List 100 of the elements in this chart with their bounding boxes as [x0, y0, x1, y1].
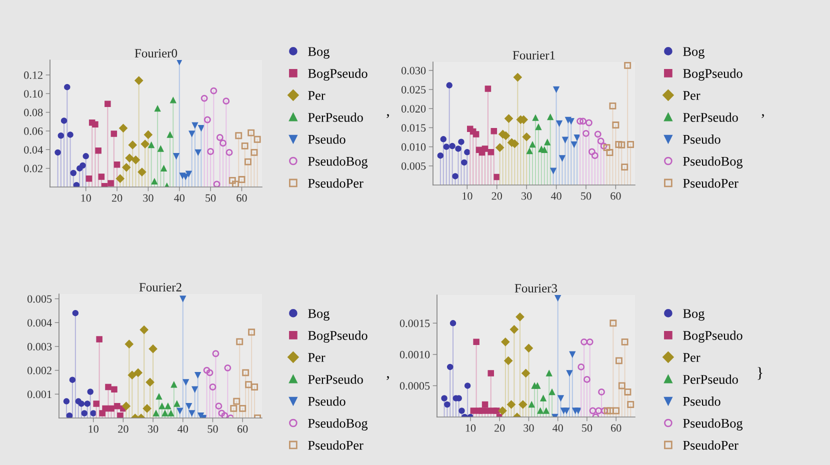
- y-tick-label: 0.0015: [400, 320, 430, 328]
- point: [95, 147, 102, 154]
- x-tick-label: 10: [466, 424, 476, 432]
- point: [559, 155, 566, 162]
- point: [440, 136, 447, 142]
- point: [446, 82, 452, 88]
- point: [482, 146, 488, 152]
- point: [78, 400, 85, 407]
- x-tick-label: 60: [238, 425, 248, 433]
- point: [122, 163, 131, 172]
- point: [526, 148, 533, 154]
- point: [546, 370, 552, 376]
- point: [603, 144, 610, 152]
- point: [220, 140, 226, 147]
- x-tick-label: 40: [552, 424, 563, 432]
- x-tick-label: 20: [118, 425, 128, 433]
- legend-label: PseudoBog: [308, 156, 368, 168]
- point: [612, 122, 620, 128]
- point: [92, 121, 98, 128]
- point: [532, 114, 539, 121]
- point: [496, 143, 504, 152]
- legend-label: BogPseudo: [308, 68, 368, 81]
- legend-label: Per: [683, 91, 700, 100]
- point: [566, 370, 573, 376]
- point: [124, 340, 134, 348]
- point: [562, 136, 568, 144]
- x-tick-label: 50: [206, 194, 216, 202]
- point: [188, 410, 195, 416]
- point: [80, 162, 86, 169]
- point: [144, 130, 152, 139]
- point: [218, 410, 226, 417]
- point: [210, 87, 218, 94]
- point: [104, 100, 111, 108]
- point: [117, 412, 124, 418]
- point: [63, 398, 70, 404]
- legend-label: PseudoPer: [683, 178, 738, 188]
- point: [166, 132, 174, 138]
- point: [222, 98, 230, 105]
- x-tick-label: 10: [462, 192, 472, 200]
- point: [110, 130, 118, 137]
- x-tick-label: 30: [522, 192, 532, 200]
- point: [170, 381, 178, 388]
- point: [128, 140, 137, 150]
- point: [102, 405, 108, 412]
- legend-label: Pseudo: [308, 134, 346, 144]
- point: [574, 134, 580, 141]
- point: [600, 407, 608, 414]
- x-tick-label: 30: [143, 194, 154, 202]
- text: ,: [386, 114, 389, 118]
- point: [484, 86, 492, 92]
- point: [98, 174, 105, 180]
- y-tick-label: 0.005: [401, 162, 426, 170]
- point: [99, 410, 106, 416]
- point: [518, 400, 528, 409]
- point: [248, 129, 255, 136]
- point: [152, 410, 160, 416]
- legend-label: Per: [683, 353, 700, 362]
- point: [245, 381, 252, 388]
- y-tick-label: 0.04: [24, 146, 43, 154]
- point: [146, 378, 154, 387]
- point: [194, 372, 201, 378]
- point: [203, 366, 210, 374]
- point: [506, 400, 516, 409]
- legend-label: PerPseudo: [308, 112, 363, 122]
- point: [540, 395, 546, 402]
- point: [548, 388, 556, 396]
- legend-label: PseudoPer: [683, 440, 738, 450]
- point: [186, 402, 192, 410]
- point: [461, 159, 468, 166]
- point: [105, 384, 112, 390]
- point: [173, 153, 180, 160]
- point: [621, 164, 628, 171]
- x-tick-label: 30: [148, 425, 158, 433]
- point: [488, 149, 494, 156]
- point: [148, 142, 154, 148]
- legend-label: Bog: [683, 309, 704, 321]
- point: [206, 369, 214, 376]
- point: [556, 120, 562, 127]
- point: [449, 142, 456, 150]
- point: [54, 149, 61, 156]
- x-tick-label: 50: [582, 424, 592, 432]
- point: [158, 402, 166, 410]
- point: [588, 148, 596, 156]
- point: [563, 408, 570, 414]
- x-tick-label: 60: [610, 192, 621, 200]
- point: [239, 404, 246, 412]
- y-tick-label: 0.005: [27, 295, 52, 303]
- y-tick-label: 0.025: [401, 86, 426, 94]
- point: [458, 138, 464, 145]
- point: [443, 144, 450, 150]
- point: [118, 124, 128, 132]
- point: [182, 379, 190, 386]
- point: [138, 168, 146, 176]
- x-tick-label: 50: [581, 192, 592, 200]
- point: [58, 132, 64, 139]
- y-tick-label: 0.010: [401, 143, 426, 151]
- point: [589, 407, 596, 414]
- point: [537, 408, 544, 414]
- point: [93, 400, 100, 407]
- legend-label: BogPseudo: [308, 330, 368, 343]
